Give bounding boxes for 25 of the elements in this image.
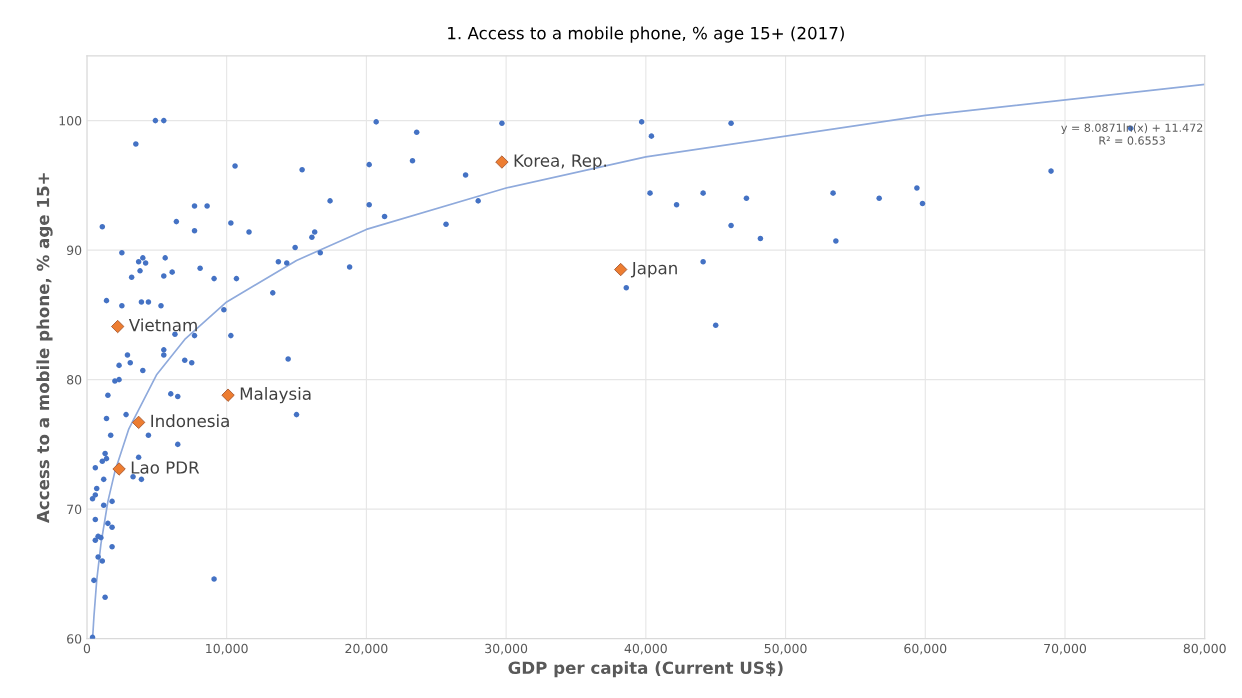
y-tick-label: 70	[67, 504, 82, 515]
y-tick-label: 100	[59, 116, 82, 126]
x-tick-label: 0	[83, 643, 91, 654]
x-axis-title: GDP per capita (Current US$)	[508, 661, 783, 678]
annotation: Korea, Rep.	[514, 154, 607, 171]
annotation: Indonesia	[151, 414, 229, 428]
y-tick-label: 80	[67, 375, 82, 385]
x-tick-label: 50,000	[764, 643, 807, 655]
y-axis-title: Access to a mobile phone, % age 15+	[36, 173, 53, 523]
annotation: Vietnam	[128, 318, 197, 332]
y-tick-label: 90	[66, 245, 82, 256]
chart-title: 1. Access to a mobile phone, % age 15+ (2017)	[448, 26, 844, 43]
x-tick-label: 70,000	[1044, 643, 1087, 655]
annotation: Japan	[630, 261, 677, 278]
x-tick-label: 80,000	[1183, 643, 1226, 655]
annotation: Malaysia	[240, 387, 311, 404]
x-tick-label: 60,000	[904, 643, 947, 655]
point	[111, 319, 125, 334]
annotation: R² = 0.6553	[1099, 136, 1165, 145]
annotation: Lao PDR	[131, 461, 200, 474]
x-tick-label: 40,000	[624, 643, 667, 655]
y-tick-label: 60	[67, 634, 82, 644]
x-tick-label: 10,000	[206, 643, 248, 655]
x-tick-label: 20,000	[345, 643, 388, 655]
x-tick-label: 30,000	[485, 643, 528, 655]
